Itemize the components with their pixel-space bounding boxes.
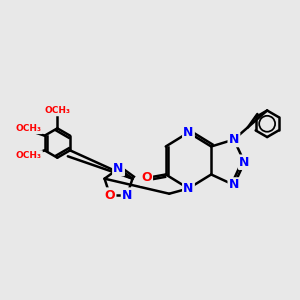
Text: O: O: [141, 172, 152, 184]
Text: N: N: [113, 162, 124, 175]
Text: OCH₃: OCH₃: [16, 151, 42, 160]
Text: N: N: [183, 182, 194, 195]
Text: N: N: [229, 133, 239, 146]
Text: O: O: [105, 189, 115, 202]
Text: OCH₃: OCH₃: [16, 124, 42, 133]
Text: N: N: [239, 156, 250, 169]
Text: N: N: [183, 126, 194, 139]
Text: N: N: [122, 189, 132, 202]
Text: N: N: [229, 178, 239, 191]
Text: OCH₃: OCH₃: [44, 106, 70, 115]
